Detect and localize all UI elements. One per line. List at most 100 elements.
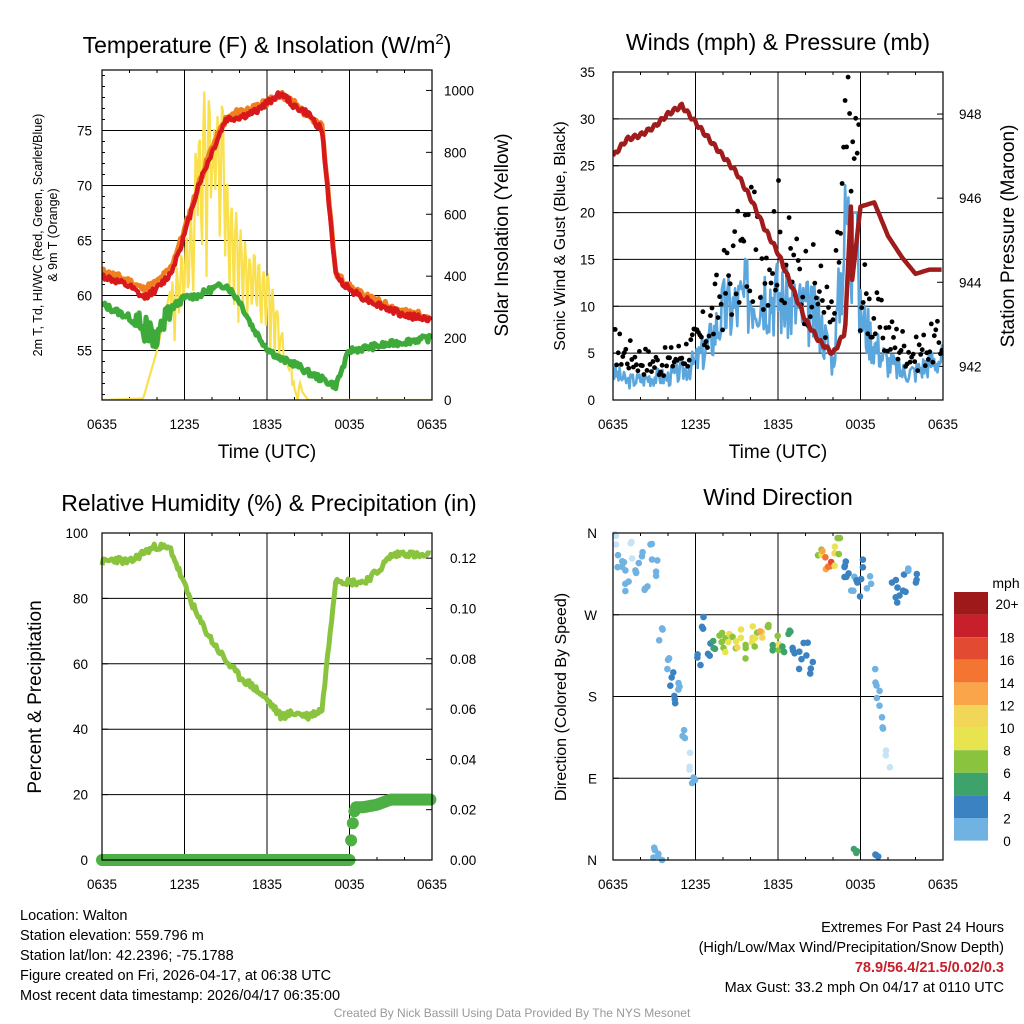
gust-point [898, 348, 904, 353]
gust-point [832, 311, 837, 316]
gust-point [853, 115, 859, 121]
gust-point [708, 313, 713, 318]
y2-tick-label: 0.10 [450, 601, 476, 616]
gust-point [895, 356, 901, 362]
gust-point [762, 281, 768, 286]
y2-tick-label: 946 [959, 191, 982, 206]
direction-point [628, 538, 635, 546]
gust-point [686, 357, 692, 363]
direction-point [795, 665, 803, 673]
gust-point [918, 352, 924, 357]
gust-point [747, 288, 753, 294]
figure-created: Figure created on Fri, 2026-04-17, at 06… [20, 968, 332, 984]
gust-point [745, 212, 751, 218]
legend-swatch [954, 795, 988, 818]
sonic-wind-line [613, 183, 943, 390]
max-gust: Max Gust: 33.2 mph On 04/17 at 0110 UTC [724, 980, 1004, 996]
station-location: Location: Walton [20, 908, 128, 924]
gust-point [617, 331, 623, 337]
y2-tick-label: 0.06 [450, 702, 476, 717]
x-tick-label: 1835 [252, 877, 282, 892]
gust-point [764, 255, 769, 261]
x-tick-label: 1235 [169, 417, 199, 432]
gust-point [807, 314, 813, 320]
chart-title: Temperature (F) & Insolation (W/m2) [83, 31, 452, 58]
x-tick-label: 1235 [169, 877, 199, 892]
direction-point [679, 732, 686, 740]
gust-point [809, 304, 815, 310]
gust-point [894, 326, 899, 332]
direction-point [803, 652, 810, 659]
x-tick-label: 0035 [334, 877, 364, 892]
y-tick-label: 30 [580, 112, 595, 127]
gust-point [634, 362, 639, 368]
direction-point [873, 694, 881, 702]
gust-point [848, 188, 854, 194]
direction-point [807, 665, 815, 672]
gust-point [732, 229, 738, 235]
gust-point [637, 349, 642, 354]
direction-point [742, 655, 749, 662]
legend-label: 0 [1003, 834, 1011, 849]
direction-point [857, 575, 865, 583]
x-tick-label: 0635 [928, 877, 958, 892]
y-tick-label: 25 [580, 159, 595, 174]
gust-point [620, 354, 626, 359]
gust-point [844, 144, 849, 150]
gust-point [632, 354, 638, 360]
gust-point [661, 373, 666, 378]
direction-point [612, 541, 620, 548]
gust-point [847, 111, 852, 116]
gust-point [670, 363, 676, 369]
direction-point [866, 573, 874, 580]
gust-point [836, 260, 842, 265]
gust-point [871, 316, 877, 321]
direction-point [900, 571, 908, 578]
direction-point [667, 682, 674, 689]
gust-point [922, 363, 928, 369]
gust-point [891, 335, 896, 340]
direction-point [819, 547, 826, 555]
y2-tick-label: 400 [444, 269, 467, 284]
gust-point [777, 229, 783, 235]
direction-point [841, 573, 848, 581]
gust-point [776, 178, 781, 183]
direction-point [652, 568, 660, 575]
gust-point [688, 337, 694, 343]
direction-point [704, 650, 712, 658]
direction-point [732, 638, 740, 645]
gust-point [857, 328, 863, 333]
gust-point [854, 150, 860, 156]
gust-point [652, 365, 657, 370]
gust-point [803, 248, 809, 254]
gust-point [718, 301, 724, 307]
gust-point [874, 290, 880, 296]
gust-point [613, 327, 618, 332]
x-axis-label: Time (UTC) [729, 442, 828, 463]
gust-point [723, 291, 728, 296]
direction-point [737, 634, 745, 642]
legend-swatch [954, 705, 988, 728]
gust-point [720, 327, 725, 333]
direction-point [648, 556, 656, 563]
series-line-td [102, 281, 432, 392]
legend-label: 12 [999, 698, 1014, 713]
direction-point [650, 844, 658, 851]
gust-point [753, 247, 759, 253]
y-axis-label-line1: 2m T, Td, HI/WC (Red, Green, Scarlet/Blu… [31, 114, 45, 357]
y-tick-label: 60 [77, 289, 92, 304]
y-tick-label: 20 [580, 206, 595, 221]
x-tick-label: 1835 [252, 417, 282, 432]
gust-point [913, 334, 919, 340]
legend-swatch [954, 818, 988, 841]
gust-point [655, 357, 660, 363]
station-latlon: Station lat/lon: 42.2396; -75.1788 [20, 948, 234, 964]
direction-point [709, 637, 717, 645]
gust-point [646, 349, 651, 354]
gust-point [650, 359, 656, 364]
gust-point [782, 300, 787, 306]
y-axis-label: Sonic Wind & Gust (Blue, Black) [552, 121, 569, 350]
gust-point [800, 294, 806, 300]
direction-point [902, 588, 909, 596]
direction-point [774, 632, 781, 640]
